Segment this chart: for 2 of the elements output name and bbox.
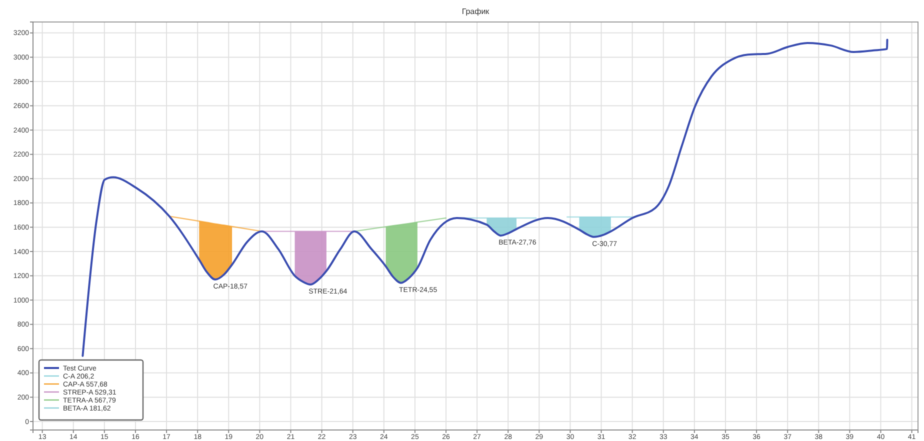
chart-title: График xyxy=(462,7,490,16)
line-series xyxy=(82,38,888,357)
